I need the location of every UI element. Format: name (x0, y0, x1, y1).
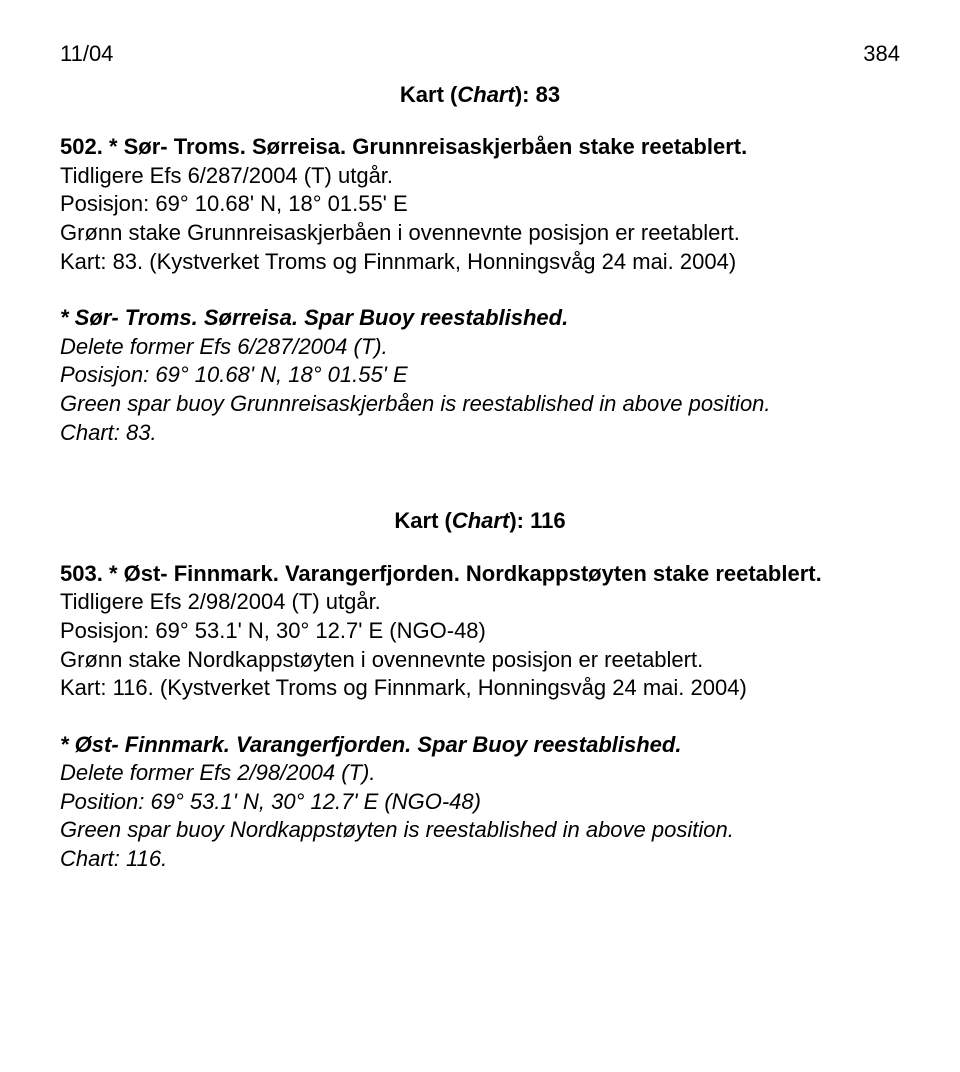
notice-503-en: * Øst- Finnmark. Varangerfjorden. Spar B… (60, 731, 900, 874)
chart-title-italic: Chart (457, 82, 514, 107)
notice-line: Tidligere Efs 2/98/2004 (T) utgår. (60, 588, 900, 617)
notice-line: Chart: 83. (60, 419, 900, 448)
notice-line: Delete former Efs 6/287/2004 (T). (60, 333, 900, 362)
notice-line: Tidligere Efs 6/287/2004 (T) utgår. (60, 162, 900, 191)
chart-title-83: Kart (Chart): 83 (60, 81, 900, 110)
notice-line: Posisjon: 69° 10.68' N, 18° 01.55' E (60, 190, 900, 219)
notice-502-en: * Sør- Troms. Sørreisa. Spar Buoy reesta… (60, 304, 900, 447)
notice-num: 502. (60, 134, 103, 159)
notice-line: Green spar buoy Nordkappstøyten is reest… (60, 816, 900, 845)
chart-title-italic: Chart (452, 508, 509, 533)
chart-title-116: Kart (Chart): 116 (60, 507, 900, 536)
chart-title-post: ): 83 (515, 82, 560, 107)
chart-title-post: ): 116 (509, 508, 565, 533)
notice-line: Grønn stake Grunnreisaskjerbåen i ovenne… (60, 219, 900, 248)
header-right: 384 (863, 40, 900, 69)
notice-line: Posisjon: 69° 53.1' N, 30° 12.7' E (NGO-… (60, 617, 900, 646)
notice-line: Delete former Efs 2/98/2004 (T). (60, 759, 900, 788)
chart-title-pre: Kart ( (394, 508, 451, 533)
notice-line: Posisjon: 69° 10.68' N, 18° 01.55' E (60, 361, 900, 390)
notice-heading-en: * Sør- Troms. Sørreisa. Spar Buoy reesta… (60, 304, 900, 333)
notice-heading: * Sør- Troms. Sørreisa. Grunnreisaskjerb… (103, 134, 747, 159)
notice-502-no: 502. * Sør- Troms. Sørreisa. Grunnreisas… (60, 133, 900, 276)
notice-line: Green spar buoy Grunnreisaskjerbåen is r… (60, 390, 900, 419)
notice-line: Kart: 83. (Kystverket Troms og Finnmark,… (60, 248, 900, 277)
header-left: 11/04 (60, 40, 113, 69)
page-header: 11/04 384 (60, 40, 900, 69)
notice-heading: * Øst- Finnmark. Varangerfjorden. Nordka… (103, 561, 822, 586)
notice-line: Chart: 116. (60, 845, 900, 874)
notice-num: 503. (60, 561, 103, 586)
notice-heading-en: * Øst- Finnmark. Varangerfjorden. Spar B… (60, 731, 900, 760)
notice-line: Kart: 116. (Kystverket Troms og Finnmark… (60, 674, 900, 703)
notice-line: Grønn stake Nordkappstøyten i ovennevnte… (60, 646, 900, 675)
notice-line: Position: 69° 53.1' N, 30° 12.7' E (NGO-… (60, 788, 900, 817)
chart-title-pre: Kart ( (400, 82, 457, 107)
notice-503-no: 503. * Øst- Finnmark. Varangerfjorden. N… (60, 560, 900, 703)
